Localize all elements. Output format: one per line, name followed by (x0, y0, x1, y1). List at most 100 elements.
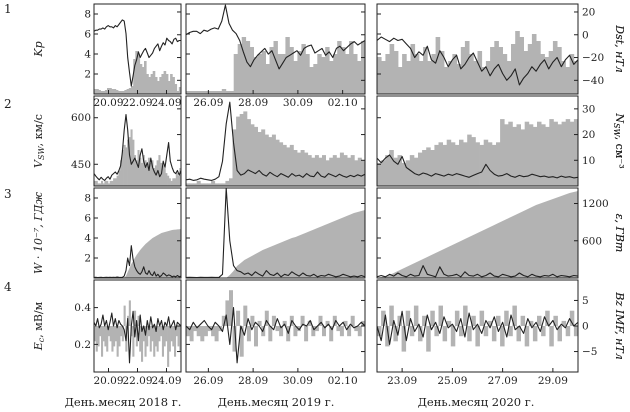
bar-27 (487, 142, 493, 186)
bar-42 (353, 54, 358, 94)
bar-28 (297, 51, 302, 94)
bar-28 (142, 155, 145, 186)
plot-area (186, 101, 365, 186)
bar-48 (573, 119, 578, 186)
bar-16 (121, 150, 124, 186)
bar-36 (524, 326, 530, 347)
left-tick-label: 6 (84, 213, 91, 225)
plot-area (186, 290, 365, 364)
bar-8 (409, 155, 415, 186)
bar-15 (120, 160, 123, 186)
panel-r2-c2 (185, 95, 366, 187)
bar-14 (236, 116, 241, 186)
line-series (186, 4, 365, 70)
bar-14 (434, 326, 439, 337)
bar-7 (405, 310, 411, 326)
bar-29 (496, 142, 501, 186)
bar-35 (311, 157, 316, 186)
bar-15 (239, 114, 244, 186)
panel-r4-c3: 5 0 −5 23.09 25.09 27.09 29.09 Bz IMF, нТл (376, 279, 626, 387)
bar-17 (131, 86, 134, 94)
bar-24 (135, 160, 138, 186)
x-tick-label: 22.09 (122, 97, 152, 109)
plot-area (186, 4, 365, 94)
right-axis-label: Dst, нТл (613, 24, 626, 72)
bar-46 (174, 178, 177, 186)
bar-33 (515, 31, 520, 94)
bar-28 (491, 144, 497, 186)
bar-41 (165, 326, 168, 342)
bar-31 (504, 124, 509, 186)
panel-frame (93, 95, 182, 187)
bar-12 (229, 290, 233, 326)
bar-28 (491, 326, 497, 342)
bar-34 (519, 37, 524, 94)
bar-44 (561, 61, 566, 94)
bar-16 (444, 67, 449, 94)
bar-27 (487, 320, 493, 326)
bar-11 (422, 315, 427, 326)
bar-15 (239, 326, 244, 357)
bar-18 (125, 147, 128, 186)
left-tick-label: 0.2 (74, 339, 91, 351)
bar-24 (475, 326, 480, 347)
bar-1 (381, 61, 386, 94)
bar-21 (139, 64, 143, 94)
bar-27 (152, 71, 156, 94)
panel-frame (185, 187, 366, 279)
bar-14 (435, 37, 441, 94)
panel-r3-c1: 2 4 6 8 W ⋅ 10⁻⁷, ГДж ε, ГВт (32, 187, 626, 279)
bar-23 (277, 54, 282, 94)
bar-18 (452, 54, 457, 94)
bar-44 (170, 326, 173, 342)
bar-14 (236, 310, 241, 326)
bar-24 (475, 142, 480, 186)
bar-32 (163, 71, 167, 94)
left-tick-label: 6 (84, 29, 91, 41)
bar-44 (343, 155, 348, 186)
bar-24 (281, 54, 286, 94)
bar-8 (214, 183, 219, 186)
bar-7 (106, 180, 109, 186)
bar-17 (448, 61, 453, 94)
bar-30 (146, 165, 149, 186)
bar-32 (149, 162, 152, 186)
bar-0 (377, 57, 382, 94)
bar-8 (410, 44, 416, 94)
bar-45 (172, 326, 175, 347)
x-tick-label: 28.09 (238, 375, 268, 387)
bar-9 (109, 180, 112, 186)
bar-30 (159, 77, 162, 94)
bar-7 (405, 160, 411, 186)
bar-24 (135, 326, 138, 347)
bar-13 (232, 326, 237, 352)
bar-1 (190, 91, 195, 94)
bar-11 (113, 326, 116, 347)
bar-39 (537, 315, 542, 326)
bar-46 (350, 155, 355, 186)
bar-19 (456, 64, 462, 94)
bar-13 (122, 91, 125, 94)
bar-42 (549, 326, 554, 347)
right-tick-label: −20 (582, 52, 604, 64)
bar-16 (121, 326, 124, 342)
bar-31 (161, 74, 164, 94)
bar-43 (553, 121, 558, 186)
bar-4 (101, 326, 104, 357)
bar-10 (111, 326, 114, 352)
bar-30 (305, 54, 310, 94)
bar-4 (393, 326, 398, 342)
bar-3 (389, 150, 394, 186)
bar-43 (168, 326, 171, 352)
bar-0 (94, 89, 97, 94)
bar-13 (431, 54, 436, 94)
bar-38 (322, 155, 326, 186)
bar-24 (477, 51, 483, 94)
x-tick-label: 22.09 (122, 375, 152, 387)
bar-12 (114, 326, 117, 342)
bar-20 (137, 54, 141, 94)
bar-17 (246, 119, 251, 186)
bar-2 (98, 90, 101, 94)
x-tick-label: 02.10 (328, 97, 358, 109)
